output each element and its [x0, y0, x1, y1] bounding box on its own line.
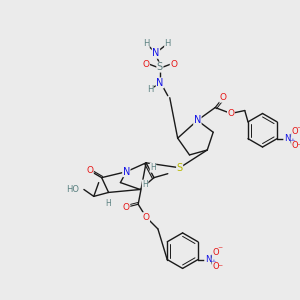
Text: H: H — [106, 199, 111, 208]
Text: ⁻: ⁻ — [217, 263, 222, 273]
Text: N: N — [123, 167, 130, 177]
Text: S: S — [157, 62, 163, 72]
Text: S: S — [177, 163, 183, 173]
Text: H: H — [150, 163, 156, 172]
Text: H: H — [142, 180, 148, 189]
Text: O: O — [142, 213, 150, 222]
Text: N: N — [152, 48, 160, 58]
Text: O: O — [170, 60, 177, 69]
Text: N: N — [284, 134, 290, 143]
Text: N: N — [194, 116, 201, 125]
Text: HO: HO — [66, 185, 79, 194]
Text: O: O — [292, 127, 298, 136]
Text: ⁻: ⁻ — [296, 125, 300, 135]
Text: H: H — [143, 39, 149, 48]
Text: O: O — [86, 166, 93, 175]
Text: O: O — [220, 93, 226, 102]
Text: O: O — [292, 141, 298, 150]
Text: N: N — [205, 255, 211, 264]
Text: H: H — [147, 85, 153, 94]
Text: ⁻: ⁻ — [296, 142, 300, 152]
Text: O: O — [212, 262, 219, 271]
Text: O: O — [142, 60, 150, 69]
Text: N: N — [156, 78, 164, 88]
Text: O: O — [212, 248, 219, 257]
Text: H: H — [165, 39, 171, 48]
Text: ⁻: ⁻ — [217, 246, 222, 256]
Text: +: + — [289, 138, 295, 144]
Text: O: O — [123, 203, 130, 212]
Text: +: + — [210, 259, 216, 265]
Text: O: O — [227, 109, 235, 118]
